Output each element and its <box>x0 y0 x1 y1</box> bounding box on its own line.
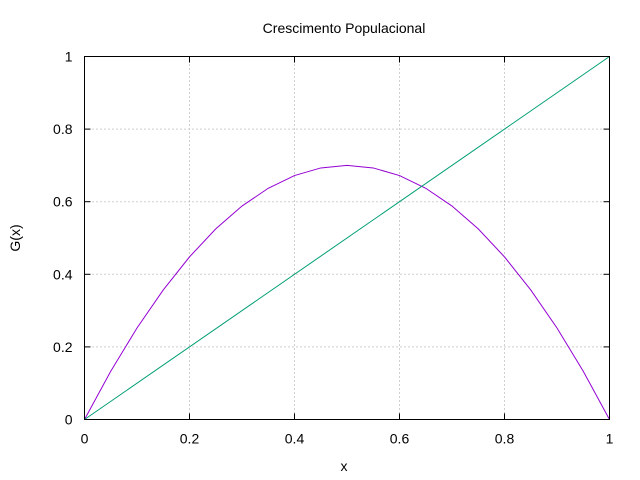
ticks <box>84 56 610 420</box>
y-tick-label: 0.4 <box>53 266 73 282</box>
y-tick-label: 0 <box>65 412 73 428</box>
x-tick-label: 0 <box>81 431 89 447</box>
series-diagonal-line <box>84 56 610 420</box>
series-layer <box>84 56 610 420</box>
y-tick-label: 0.6 <box>53 194 73 210</box>
grid <box>84 56 610 420</box>
x-tick-label: 1 <box>606 431 614 447</box>
y-tick-label: 0.2 <box>53 339 73 355</box>
tick-labels: 0 0.2 0.4 0.6 0.8 1 0 0.2 0.4 0.6 0.8 1 <box>53 49 614 447</box>
x-axis-label: x <box>341 458 348 474</box>
y-tick-label: 1 <box>65 49 73 65</box>
series-curve-line <box>84 164 610 420</box>
x-tick-label: 0.2 <box>180 431 200 447</box>
y-axis-label: G(x) <box>7 224 23 251</box>
chart-title: Crescimento Populacional <box>263 20 426 36</box>
x-tick-label: 0.6 <box>390 431 410 447</box>
plot-frame <box>84 56 610 420</box>
x-tick-label: 0.8 <box>495 431 515 447</box>
x-tick-label: 0.4 <box>285 431 305 447</box>
y-tick-label: 0.8 <box>53 121 73 137</box>
